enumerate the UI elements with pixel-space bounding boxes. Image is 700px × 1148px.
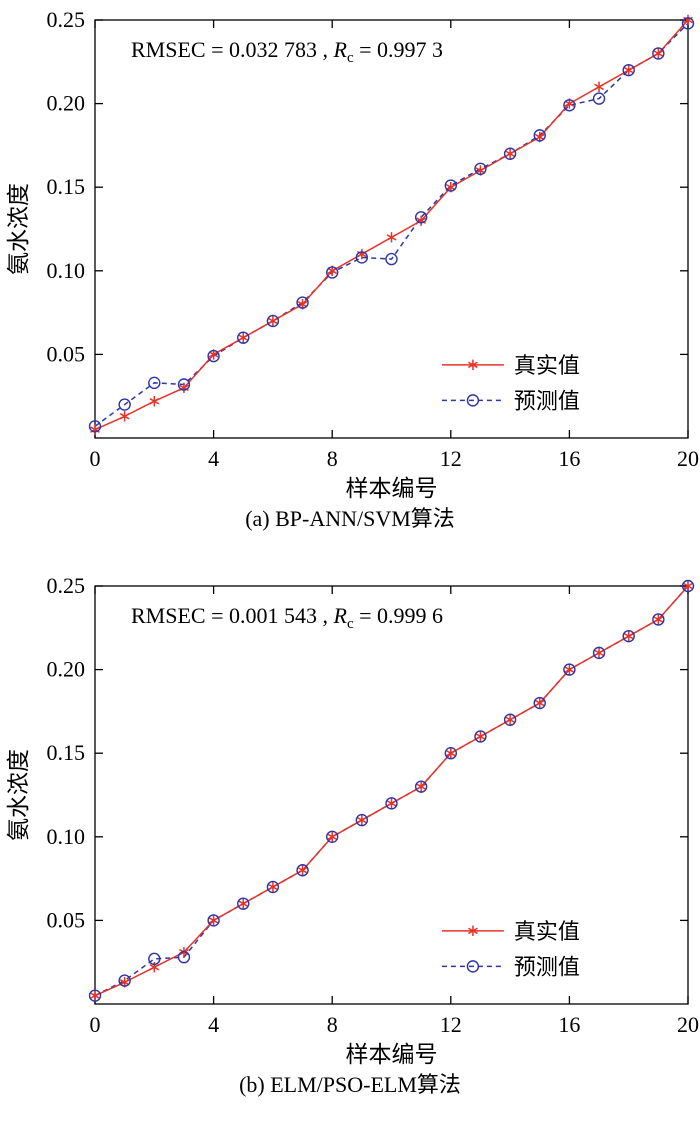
series-markers-true <box>90 14 693 435</box>
stats-annotation: RMSEC = 0.001 543 , Rc = 0.999 6 <box>131 603 443 632</box>
y-tick-labels: 0.05 0.10 0.15 0.20 0.25 <box>47 7 86 366</box>
series-markers-pred <box>88 17 695 433</box>
chart-b-plot: 0 4 8 12 16 20 0.05 0.10 0.15 0.20 0.25 样本编号 氨水浓度 RMS… <box>6 573 700 1067</box>
chart-a-block: 0 4 8 12 16 20 0.05 0.10 0.15 0.20 0.25 样本编号 氨水浓度 RMS… <box>0 6 700 534</box>
svg-text:0.15: 0.15 <box>47 174 86 199</box>
plot-box <box>94 19 689 439</box>
series-markers-pred <box>88 579 695 1002</box>
series-line-pred <box>94 22 689 427</box>
legend-item-pred: 预测值 <box>441 388 580 413</box>
svg-text:12: 12 <box>440 446 462 471</box>
svg-text:4: 4 <box>208 446 219 471</box>
svg-text:0.20: 0.20 <box>47 91 86 116</box>
stats-annotation: RMSEC = 0.032 783 , Rc = 0.997 3 <box>131 37 443 66</box>
svg-text:16: 16 <box>558 1012 580 1037</box>
svg-text:20: 20 <box>677 1012 699 1037</box>
svg-text:20: 20 <box>677 446 699 471</box>
svg-text:0.20: 0.20 <box>47 657 86 682</box>
axis-ticks <box>94 585 689 1004</box>
x-axis-label: 样本编号 <box>346 476 438 501</box>
legend-item-pred: 预测值 <box>441 954 580 979</box>
plot-box <box>94 585 689 1005</box>
legend-label: 预测值 <box>514 388 580 413</box>
legend-label: 真实值 <box>514 919 580 944</box>
y-axis-label: 氨水浓度 <box>6 183 31 275</box>
svg-text:0.15: 0.15 <box>47 740 86 765</box>
chart-a-caption: (a) BP-ANN/SVM算法 <box>245 506 455 531</box>
svg-text:12: 12 <box>440 1012 462 1037</box>
y-tick-labels: 0.05 0.10 0.15 0.20 0.25 <box>47 573 86 932</box>
svg-text:16: 16 <box>558 446 580 471</box>
legend-item-true: 真实值 <box>441 353 580 378</box>
svg-text:4: 4 <box>208 1012 219 1037</box>
legend-label: 预测值 <box>514 954 580 979</box>
x-axis-label: 样本编号 <box>346 1042 438 1067</box>
chart-b-block: 0 4 8 12 16 20 0.05 0.10 0.15 0.20 0.25 样本编号 氨水浓度 RMS… <box>0 572 700 1100</box>
svg-text:8: 8 <box>327 1012 338 1037</box>
y-axis-label: 氨水浓度 <box>6 749 31 841</box>
legend-label: 真实值 <box>514 353 580 378</box>
svg-text:0.25: 0.25 <box>47 7 86 32</box>
svg-text:8: 8 <box>327 446 338 471</box>
svg-text:0: 0 <box>90 446 101 471</box>
svg-text:0.05: 0.05 <box>47 907 86 932</box>
svg-text:0.10: 0.10 <box>47 824 86 849</box>
x-tick-labels: 0 4 8 12 16 20 <box>90 446 700 471</box>
svg-text:0.05: 0.05 <box>47 341 86 366</box>
series-markers-true <box>90 580 693 1001</box>
x-tick-labels: 0 4 8 12 16 20 <box>90 1012 700 1037</box>
svg-text:0.10: 0.10 <box>47 258 86 283</box>
chart-a-plot: 0 4 8 12 16 20 0.05 0.10 0.15 0.20 0.25 样本编号 氨水浓度 RMS… <box>6 7 700 501</box>
svg-text:0.25: 0.25 <box>47 573 86 598</box>
svg-text:0: 0 <box>90 1012 101 1037</box>
chart-b-caption: (b) ELM/PSO-ELM算法 <box>239 1072 461 1097</box>
series-line-true <box>94 19 689 431</box>
legend-item-true: 真实值 <box>441 919 580 944</box>
